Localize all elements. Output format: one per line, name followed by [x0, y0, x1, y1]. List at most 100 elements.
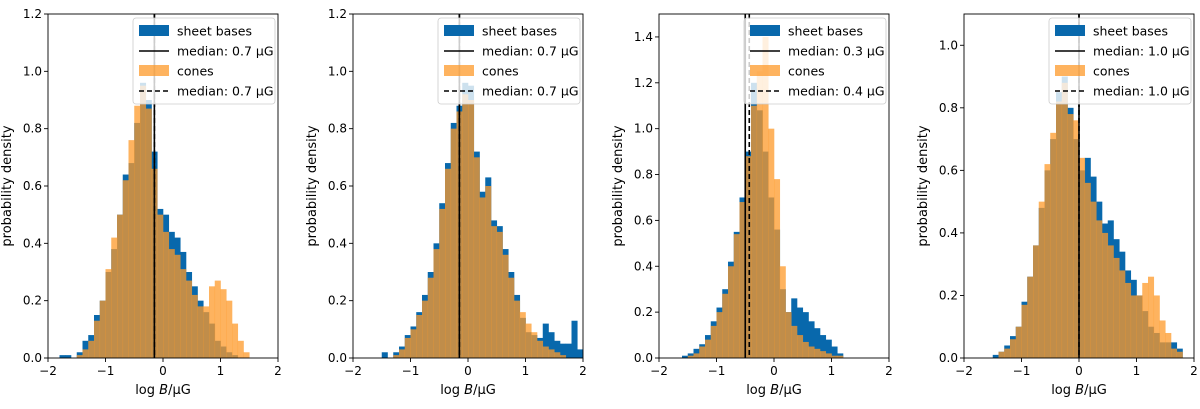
x-tick-label: 1	[217, 364, 225, 378]
histogram-bar	[1102, 232, 1109, 358]
histogram-bar	[583, 352, 589, 358]
histogram-bar	[485, 186, 492, 358]
y-axis-label: probability density	[916, 125, 931, 246]
y-tick-label: 1.2	[23, 7, 42, 21]
histogram-bar	[1107, 245, 1114, 358]
histogram-bar	[519, 312, 526, 358]
legend-entry-cones: cones	[444, 64, 519, 79]
histogram-bar	[157, 214, 164, 358]
histogram-bar	[1113, 257, 1120, 358]
histogram-bar	[1165, 332, 1172, 358]
legend-swatch	[139, 25, 169, 36]
histogram-bar	[393, 355, 400, 358]
legend-label: median: 0.7 μG	[482, 84, 579, 99]
histogram-bar	[99, 300, 106, 358]
histogram-bar	[1159, 320, 1166, 358]
histogram-bar	[548, 332, 555, 358]
legend-entry-sheet-bases: sheet bases	[1055, 24, 1168, 39]
histogram-bar	[94, 320, 101, 358]
histogram-bar	[174, 254, 181, 358]
histogram-bar	[1015, 326, 1022, 358]
x-tick-label: 2	[274, 364, 282, 378]
histogram-bar	[774, 179, 781, 358]
histogram-bar	[209, 286, 216, 358]
histogram-bar	[1010, 339, 1017, 358]
histogram-bar	[416, 315, 423, 358]
legend-box	[743, 17, 887, 105]
legend-label: sheet bases	[1093, 24, 1168, 39]
legend-label: median: 0.3 μG	[788, 44, 885, 59]
x-tick-label: 2	[1190, 364, 1198, 378]
x-tick-label: −1	[97, 364, 115, 378]
histogram-bar	[404, 337, 411, 358]
legend-entry-median-sheet: median: 0.3 μG	[750, 44, 885, 59]
legend: sheet bases median: 0.3 μG cones median: 0.…	[743, 17, 887, 105]
legend-entry-median-sheet: median: 0.7 μG	[139, 44, 274, 59]
y-tick-label: 0.8	[939, 101, 958, 115]
histogram-bar	[232, 323, 239, 358]
histogram-bar	[998, 351, 1005, 358]
histogram-bar	[1090, 201, 1097, 358]
histogram-bar	[197, 306, 204, 358]
histogram-bar	[820, 335, 827, 358]
histogram-bar	[762, 36, 769, 358]
histogram-bar	[1171, 348, 1178, 358]
legend-entry-cones: cones	[750, 64, 825, 79]
legend-label: cones	[788, 64, 825, 79]
legend-label: median: 0.7 μG	[482, 44, 579, 59]
histogram-bar	[722, 293, 729, 358]
y-tick-label: 0.0	[23, 351, 42, 365]
histogram-bar	[1125, 282, 1132, 358]
histogram-bar	[502, 254, 509, 358]
histogram-bar	[1176, 351, 1183, 358]
legend-label: median: 0.7 μG	[177, 44, 274, 59]
histogram-bar	[837, 355, 844, 358]
x-tick-label: −2	[955, 364, 973, 378]
y-tick-label: 0.0	[328, 351, 347, 365]
legend-entry-median-sheet: median: 0.7 μG	[444, 44, 579, 59]
histogram-bar	[699, 346, 706, 358]
y-axis-label: probability density	[0, 125, 15, 246]
x-tick-label: 0	[464, 364, 472, 378]
histogram-bar	[705, 339, 712, 358]
y-tick-label: 0.6	[23, 179, 42, 193]
x-tick-label: 2	[885, 364, 893, 378]
histogram-bar	[554, 352, 561, 358]
histogram-bar	[1096, 220, 1103, 358]
legend-label: median: 0.4 μG	[788, 84, 885, 99]
histogram-bar	[802, 341, 809, 358]
legend-box	[437, 17, 581, 105]
legend-swatch	[444, 65, 474, 76]
histogram-bar	[728, 266, 735, 358]
y-tick-label: 0.6	[328, 179, 347, 193]
y-tick-label: 1.0	[23, 64, 42, 78]
histogram-bar	[496, 231, 503, 358]
histogram-bar	[1004, 348, 1011, 358]
histogram-bar	[992, 354, 999, 358]
histogram-bar	[577, 349, 583, 358]
histogram-bar	[450, 128, 457, 358]
histogram-bar	[1130, 295, 1137, 358]
histogram-bar	[1079, 157, 1086, 358]
histogram-bar	[1119, 270, 1126, 358]
histogram-bar	[756, 71, 763, 358]
legend-entry-median-cones: median: 0.7 μG	[139, 84, 274, 99]
histogram-bar	[439, 208, 446, 358]
histogram-bar	[1148, 276, 1155, 358]
histogram-bar	[237, 340, 244, 358]
y-tick-label: 0.0	[634, 351, 653, 365]
histogram-bar	[82, 349, 89, 358]
histogram-bar	[797, 307, 804, 358]
plot-area	[59, 14, 250, 358]
x-tick-label: 2	[579, 364, 587, 378]
histogram-bar	[1050, 132, 1057, 358]
x-tick-label: −1	[1013, 364, 1031, 378]
histogram-bar	[140, 85, 147, 358]
series-cones	[998, 82, 1183, 358]
legend-swatch	[750, 25, 780, 36]
y-tick-label: 1.0	[634, 122, 653, 136]
histogram-bar	[220, 289, 227, 358]
legend-label: cones	[1093, 64, 1130, 79]
histogram-bar	[128, 140, 135, 358]
